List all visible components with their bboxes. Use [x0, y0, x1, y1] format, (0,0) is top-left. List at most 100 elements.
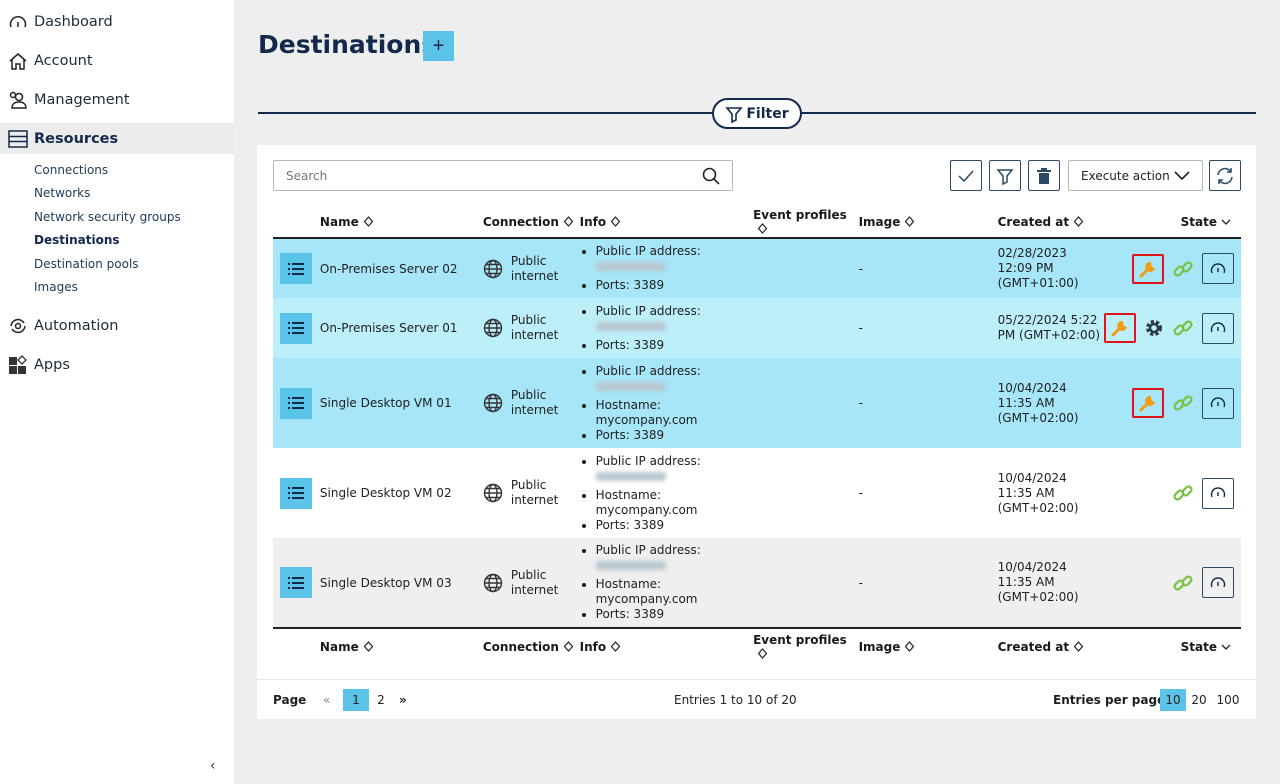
column-header[interactable]: Event profiles [753, 627, 859, 664]
row-details-button[interactable] [280, 312, 312, 344]
execute-action-dropdown[interactable]: Execute action [1068, 160, 1203, 191]
chevron-down-icon[interactable] [1221, 219, 1231, 226]
subnav-network-security-groups[interactable]: Network security groups [34, 210, 181, 224]
sort-icon[interactable] [904, 216, 915, 227]
globe-icon [483, 573, 503, 592]
subnav-networks[interactable]: Networks [34, 186, 91, 200]
info-item: Ports: 3389 [596, 428, 753, 443]
link-icon[interactable] [1172, 572, 1194, 594]
row-details-button[interactable] [280, 477, 312, 509]
refresh-icon [1217, 167, 1233, 184]
column-header[interactable]: Event profiles [753, 207, 859, 239]
select-all-button[interactable] [950, 160, 982, 191]
sort-icon[interactable] [563, 216, 574, 227]
add-destination-button[interactable]: + [423, 31, 454, 61]
row-details-button[interactable] [280, 567, 312, 598]
nav-dashboard[interactable]: Dashboard [0, 6, 234, 37]
chevron-down-icon[interactable] [1221, 644, 1231, 651]
collapse-sidebar-button[interactable]: ‹ [210, 758, 216, 774]
column-header[interactable]: Created at [997, 207, 1101, 239]
column-header-label: Info [579, 639, 607, 654]
maintenance-button[interactable] [1132, 388, 1164, 418]
event-profiles-cell [753, 298, 858, 358]
link-icon[interactable] [1172, 392, 1194, 414]
column-header[interactable]: Image [858, 207, 998, 239]
per-page-10[interactable]: 10 [1160, 688, 1186, 711]
link-icon[interactable] [1172, 482, 1194, 504]
per-page-20[interactable]: 20 [1191, 692, 1207, 707]
sort-icon[interactable] [610, 640, 621, 652]
column-header[interactable]: State [1100, 207, 1241, 239]
automation-icon [8, 316, 28, 336]
state-button[interactable] [1202, 567, 1234, 598]
column-header[interactable]: Connection [482, 627, 580, 664]
sort-icon[interactable] [363, 216, 374, 227]
column-header[interactable]: Info [579, 207, 754, 239]
row-details-button[interactable] [280, 387, 312, 419]
name-cell[interactable]: Single Desktop VM 03 [319, 575, 452, 590]
column-header[interactable]: Info [579, 627, 754, 664]
sort-icon[interactable] [1073, 216, 1084, 227]
column-filter-button[interactable] [989, 160, 1021, 191]
row-menu-cell [273, 538, 320, 628]
link-icon[interactable] [1172, 317, 1194, 339]
column-header[interactable]: Connection [482, 207, 580, 239]
filter-button[interactable]: Filter [712, 98, 802, 129]
state-button[interactable] [1202, 253, 1234, 284]
info-cell: Public IP address:Hostname:mycompany.com… [580, 448, 753, 538]
first-page-icon[interactable]: « [323, 692, 331, 707]
column-header[interactable]: Name [319, 627, 483, 664]
refresh-button[interactable] [1209, 160, 1241, 191]
nav-account[interactable]: Account [0, 45, 234, 76]
nav-management[interactable]: Management [0, 84, 234, 115]
link-icon[interactable] [1172, 258, 1194, 280]
name-cell[interactable]: Single Desktop VM 01 [319, 396, 452, 410]
column-header[interactable]: Created at [997, 627, 1101, 664]
sort-icon[interactable] [757, 647, 768, 659]
sort-icon[interactable] [363, 640, 374, 652]
page-1-button[interactable]: 1 [343, 688, 369, 711]
subnav-images[interactable]: Images [34, 280, 78, 294]
gauge-icon [1210, 262, 1226, 273]
subnav-destinations[interactable]: Destinations [34, 233, 120, 247]
search-field[interactable] [273, 160, 733, 191]
gear-icon[interactable] [1144, 318, 1164, 338]
maintenance-button[interactable] [1132, 253, 1164, 284]
sidebar: Dashboard Account Management Resources C… [0, 0, 234, 784]
row-menu-cell [273, 298, 320, 358]
nav-automation[interactable]: Automation [0, 310, 234, 341]
state-button[interactable] [1202, 312, 1234, 344]
name-cell[interactable]: On-Premises Server 01 [319, 321, 458, 335]
name-cell[interactable]: On-Premises Server 02 [319, 261, 458, 276]
state-button[interactable] [1202, 477, 1234, 509]
sort-icon[interactable] [757, 223, 768, 234]
sort-icon[interactable] [610, 216, 621, 227]
page-2-button[interactable]: 2 [377, 692, 385, 707]
delete-button[interactable] [1028, 160, 1060, 191]
subnav-connections[interactable]: Connections [34, 163, 109, 177]
column-header[interactable]: State [1100, 627, 1241, 664]
last-page-icon[interactable]: » [399, 692, 407, 707]
nav-label: Dashboard [34, 13, 113, 30]
maintenance-button[interactable] [1104, 313, 1136, 343]
name-cell[interactable]: Single Desktop VM 02 [319, 486, 452, 500]
nav-apps[interactable]: Apps [0, 349, 234, 380]
search-icon[interactable] [702, 167, 720, 185]
subnav-destination-pools[interactable]: Destination pools [34, 257, 139, 271]
column-header[interactable]: Image [858, 627, 998, 664]
column-header[interactable]: Name [319, 207, 483, 239]
search-input[interactable] [286, 168, 702, 183]
row-details-button[interactable] [280, 253, 312, 284]
sort-icon[interactable] [1073, 640, 1084, 652]
sort-icon[interactable] [904, 640, 915, 652]
per-page-100[interactable]: 100 [1216, 692, 1240, 707]
nav-resources[interactable]: Resources [0, 123, 234, 154]
redacted-ip [595, 561, 666, 570]
state-button[interactable] [1202, 387, 1234, 419]
sort-icon[interactable] [563, 640, 574, 652]
